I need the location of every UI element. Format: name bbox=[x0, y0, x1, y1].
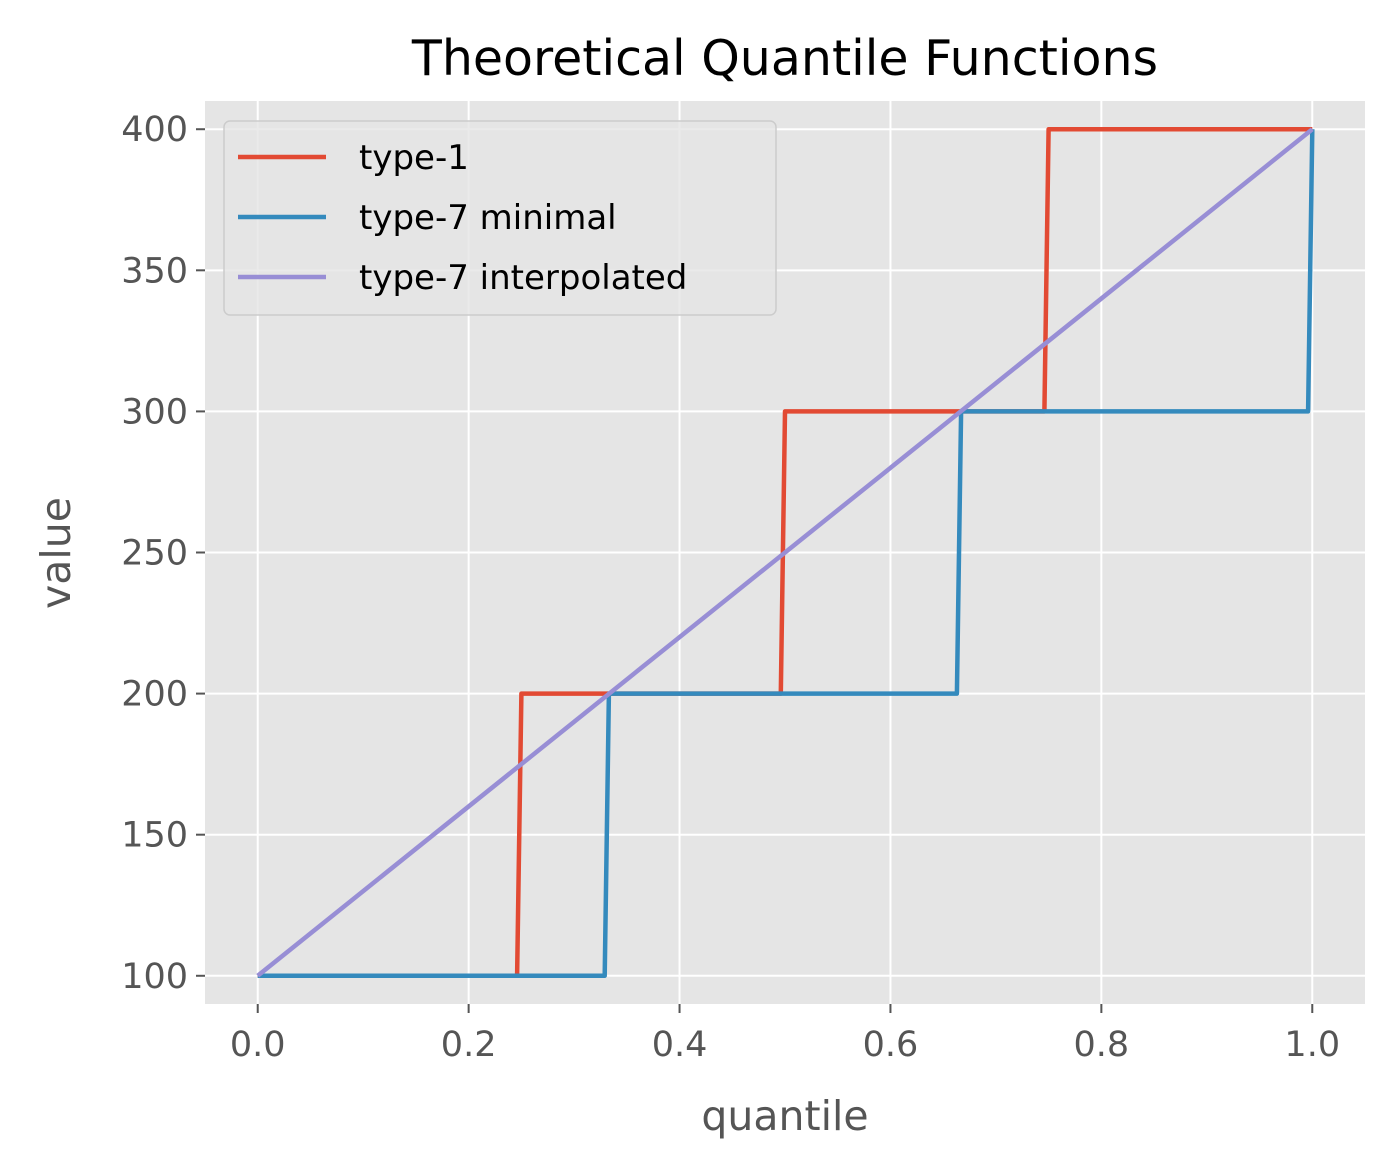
y-axis-ticks: 100 150 200 250 300 350 400 bbox=[121, 110, 205, 997]
x-tick-label: 1.0 bbox=[1284, 1025, 1340, 1065]
x-tick-label: 0.4 bbox=[652, 1025, 708, 1065]
x-tick-label: 0.0 bbox=[230, 1025, 286, 1065]
series-layer bbox=[256, 126, 1315, 979]
legend-box bbox=[223, 120, 777, 316]
y-tick-label: 100 bbox=[121, 957, 188, 997]
legend-label-type-7-minimal: type-7 minimal bbox=[359, 198, 617, 238]
y-tick-label: 200 bbox=[121, 675, 188, 715]
series-line-type-7-minimal bbox=[257, 129, 1315, 979]
y-tick-label: 300 bbox=[121, 392, 188, 432]
chart-title: Theoretical Quantile Functions bbox=[411, 30, 1158, 87]
x-axis-label: quantile bbox=[701, 1092, 868, 1140]
legend-label-type-1: type-1 bbox=[359, 138, 469, 178]
y-axis-label: value bbox=[32, 497, 80, 609]
y-tick-label: 350 bbox=[121, 251, 188, 291]
y-tick-label: 400 bbox=[121, 110, 188, 150]
x-tick-label: 0.8 bbox=[1074, 1025, 1130, 1065]
x-tick-label: 0.2 bbox=[441, 1025, 497, 1065]
y-tick-label: 250 bbox=[121, 534, 188, 574]
legend: type-1 type-7 minimal type-7 interpolated bbox=[223, 120, 777, 316]
x-axis-ticks: 0.0 0.2 0.4 0.6 0.8 1.0 bbox=[230, 1004, 1340, 1065]
legend-label-type-7-interpolated: type-7 interpolated bbox=[359, 258, 687, 298]
y-tick-label: 150 bbox=[121, 816, 188, 856]
series-line-type-7-interpolated bbox=[256, 127, 1314, 978]
x-tick-label: 0.6 bbox=[863, 1025, 919, 1065]
